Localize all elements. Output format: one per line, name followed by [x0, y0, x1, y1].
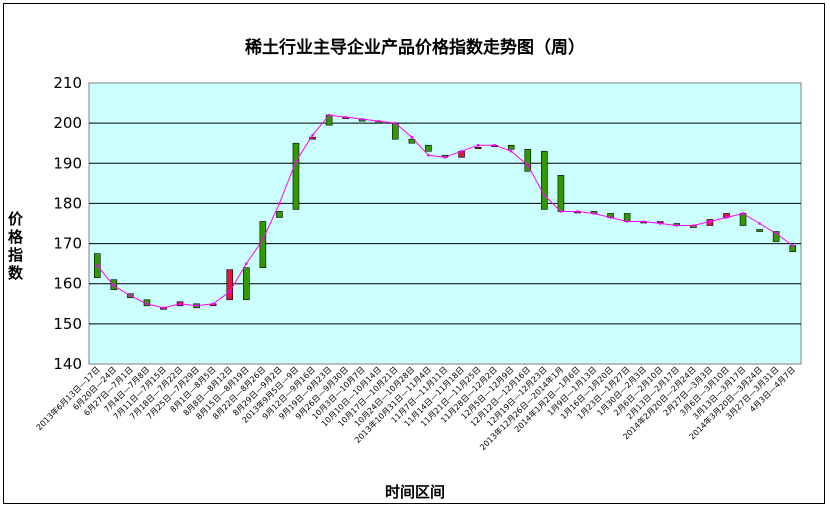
- trend-point: [162, 306, 165, 310]
- x-axis-ticks: 2013年6月13日—17日6月20日—24日6月27日—7月1日7月4日—7月…: [34, 364, 797, 452]
- candle: [541, 150, 548, 210]
- candle: [756, 229, 763, 232]
- trend-point: [625, 220, 629, 223]
- trend-point: [427, 153, 430, 157]
- y-tick-label: 180: [53, 194, 82, 212]
- trend-point: [576, 210, 579, 213]
- trend-point: [543, 194, 546, 197]
- trend-point: [327, 113, 331, 117]
- trend-point: [493, 143, 496, 147]
- trend-point: [443, 155, 447, 159]
- trend-point: [228, 290, 232, 294]
- candle: [557, 175, 565, 212]
- y-tick-label: 150: [53, 315, 82, 333]
- y-axis-ticks: 140 150 160 170 180 190 200 210: [53, 74, 82, 373]
- trend-point: [261, 238, 265, 241]
- trend-point: [360, 117, 364, 121]
- trend-point: [129, 294, 132, 298]
- trend-point: [526, 163, 530, 167]
- trend-point: [642, 220, 645, 223]
- trend-point: [95, 264, 99, 267]
- trend-point: [675, 224, 679, 227]
- trend-point: [410, 135, 414, 139]
- chart-title: 稀土行业主导企业产品价格指数走势图（周）: [245, 38, 585, 58]
- candle: [392, 122, 399, 140]
- trend-point: [311, 133, 314, 137]
- trend-point: [725, 216, 728, 219]
- trend-point: [460, 149, 463, 153]
- trend-point: [211, 302, 215, 306]
- candle: [259, 221, 267, 268]
- y-tick-label: 210: [53, 74, 82, 92]
- grid-lines: [89, 122, 801, 325]
- trend-point: [344, 115, 347, 119]
- trend-point: [245, 262, 248, 265]
- trend-point: [178, 302, 182, 306]
- candle: [425, 144, 432, 152]
- candle: [772, 231, 780, 242]
- trend-point: [145, 302, 149, 306]
- trend-point: [509, 149, 513, 153]
- candle: [309, 136, 316, 140]
- trend-point: [592, 212, 596, 215]
- candle: [408, 138, 416, 144]
- trend-point: [774, 232, 778, 235]
- y-tick-label: 170: [53, 235, 82, 253]
- x-tick-label: 2013年6月13日—17日: [34, 364, 102, 432]
- y-tick-label: 160: [53, 275, 82, 293]
- y-tick-label: 190: [53, 154, 82, 172]
- candle: [276, 211, 283, 218]
- trend-point: [708, 220, 712, 223]
- candle: [226, 269, 234, 301]
- y-tick-label: 200: [53, 114, 82, 132]
- candle: [243, 267, 250, 301]
- trend-point: [658, 222, 662, 225]
- x-axis-title: 时间区间: [384, 483, 445, 501]
- trend-point: [758, 222, 761, 225]
- trend-point: [394, 121, 397, 125]
- trend-point: [692, 224, 695, 227]
- trend-point: [278, 202, 281, 205]
- plot-area: [88, 82, 802, 365]
- trend-point: [294, 159, 298, 163]
- trend-point: [559, 210, 563, 213]
- y-tick-label: 140: [53, 355, 82, 373]
- trend-point: [791, 244, 795, 247]
- trend-point: [377, 119, 381, 123]
- trend-point: [195, 304, 198, 308]
- candle: [325, 114, 333, 126]
- candle: [292, 142, 300, 210]
- y-axis-title: 价格指数: [8, 210, 24, 282]
- candle: [474, 146, 482, 150]
- trend-point: [609, 216, 612, 219]
- candle: [524, 148, 532, 172]
- candle: [507, 144, 515, 150]
- trend-point: [476, 143, 480, 147]
- trend-points: [95, 113, 795, 310]
- trend-point: [112, 284, 116, 288]
- trend-point: [741, 212, 745, 215]
